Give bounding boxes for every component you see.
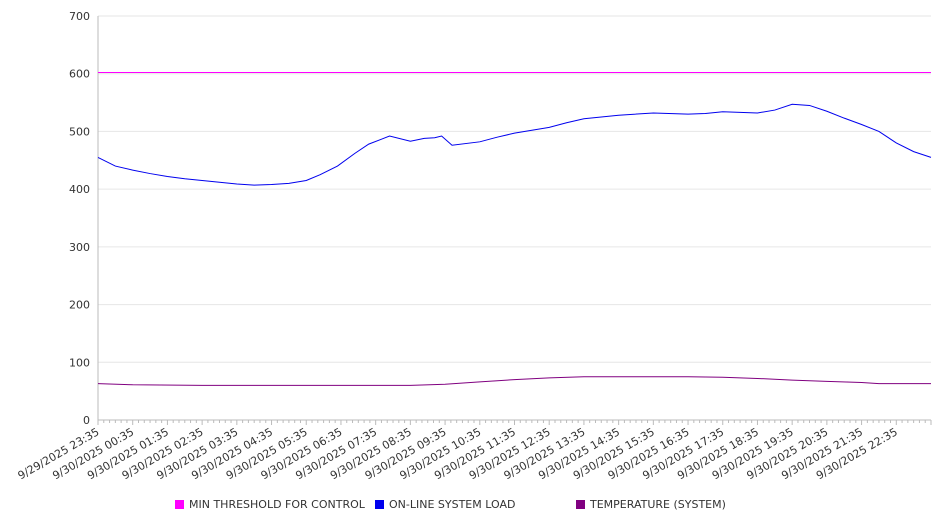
y-tick-label: 700 xyxy=(69,10,90,23)
legend-item-temperature[interactable]: TEMPERATURE (SYSTEM) xyxy=(576,498,726,511)
series-line-2 xyxy=(97,376,931,386)
legend: MIN THRESHOLD FOR CONTROL ON-LINE SYSTEM… xyxy=(0,498,946,514)
y-tick-label: 200 xyxy=(69,299,90,312)
legend-swatch xyxy=(175,500,184,509)
legend-label: MIN THRESHOLD FOR CONTROL xyxy=(189,498,365,511)
y-tick-label: 300 xyxy=(69,241,90,254)
legend-label: TEMPERATURE (SYSTEM) xyxy=(590,498,726,511)
legend-swatch xyxy=(576,500,585,509)
y-tick-label: 400 xyxy=(69,183,90,196)
y-tick-label: 500 xyxy=(69,125,90,138)
y-tick-label: 600 xyxy=(69,68,90,81)
series-line-1 xyxy=(97,103,932,186)
legend-item-threshold[interactable]: MIN THRESHOLD FOR CONTROL xyxy=(175,498,365,511)
legend-label: ON-LINE SYSTEM LOAD xyxy=(389,498,516,511)
legend-item-load[interactable]: ON-LINE SYSTEM LOAD xyxy=(375,498,515,511)
y-tick-label: 100 xyxy=(69,356,90,369)
legend-swatch xyxy=(375,500,384,509)
y-tick-label: 0 xyxy=(83,414,90,427)
